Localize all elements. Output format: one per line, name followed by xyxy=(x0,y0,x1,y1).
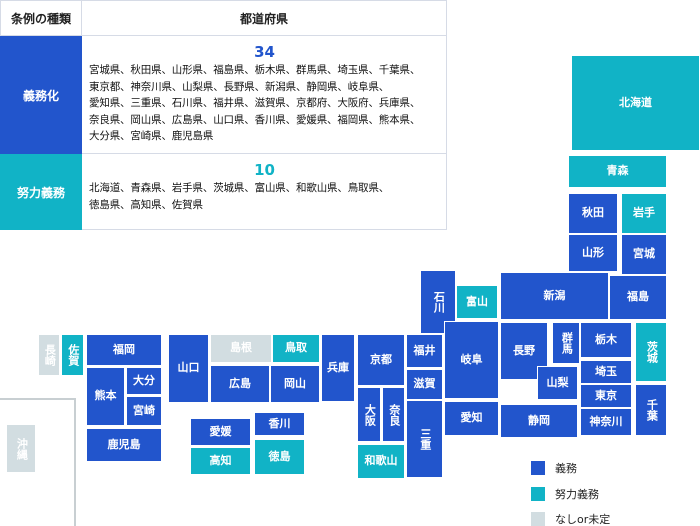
row-mandatory: 34 宮城県、秋田県、山形県、福島県、栃木県、群馬県、埼玉県、千葉県、 東京都、… xyxy=(82,36,447,154)
legend-label-mandatory: 義務 xyxy=(555,462,577,475)
mandatory-prefecture-list: 宮城県、秋田県、山形県、福島県、栃木県、群馬県、埼玉県、千葉県、 東京都、神奈川… xyxy=(89,62,440,145)
pref-saitama: 埼玉 xyxy=(580,360,632,384)
pref-okayama: 岡山 xyxy=(270,365,320,403)
list-line: 大分県、宮崎県、鹿児島県 xyxy=(89,130,214,143)
legend-swatch-mandatory xyxy=(531,461,545,475)
pref-miyazaki: 宮崎 xyxy=(126,396,162,426)
legend-none: なしor未定 xyxy=(531,511,610,526)
pref-wakayama: 和歌山 xyxy=(357,444,405,479)
list-line: 奈良県、岡山県、広島県、山口県、香川県、愛媛県、福岡県、熊本県、 xyxy=(89,113,421,126)
pref-yamanashi: 山梨 xyxy=(537,366,578,400)
pref-osaka: 大阪 xyxy=(357,387,381,442)
legend-swatch-none xyxy=(531,512,545,526)
pref-kagawa: 香川 xyxy=(254,412,305,436)
pref-kagoshima: 鹿児島 xyxy=(86,428,162,462)
legend-mandatory: 義務 xyxy=(531,460,577,476)
okinawa-divider-v xyxy=(74,398,76,526)
pref-saga: 佐賀 xyxy=(61,334,84,376)
header-ordinance-type: 条例の種類 xyxy=(0,0,82,36)
okinawa-divider-h xyxy=(0,398,76,400)
pref-okinawa: 沖縄 xyxy=(6,424,36,473)
legend-effort: 努力義務 xyxy=(531,486,599,502)
pref-shizuoka: 静岡 xyxy=(500,404,578,438)
pref-nagasaki: 長崎 xyxy=(38,334,60,376)
list-line: 徳島県、高知県、佐賀県 xyxy=(89,198,203,211)
row-effort: 10 北海道、青森県、岩手県、茨城県、富山県、和歌山県、鳥取県、 徳島県、高知県… xyxy=(82,154,447,230)
pref-kochi: 高知 xyxy=(190,447,251,475)
list-line: 愛知県、三重県、石川県、福井県、滋賀県、京都府、大阪府、兵庫県、 xyxy=(89,97,421,110)
pref-hyogo: 兵庫 xyxy=(321,334,355,402)
pref-kanagawa: 神奈川 xyxy=(580,408,632,436)
pref-kyoto: 京都 xyxy=(357,334,405,386)
effort-prefecture-list: 北海道、青森県、岩手県、茨城県、富山県、和歌山県、鳥取県、 徳島県、高知県、佐賀… xyxy=(89,180,440,213)
pref-yamagata: 山形 xyxy=(568,234,618,272)
pref-hokkaido: 北海道 xyxy=(571,55,700,151)
pref-tokyo: 東京 xyxy=(580,384,632,408)
pref-mie: 三重 xyxy=(406,400,443,478)
pref-iwate: 岩手 xyxy=(621,193,667,234)
pref-chiba: 千葉 xyxy=(635,384,667,436)
list-line: 北海道、青森県、岩手県、茨城県、富山県、和歌山県、鳥取県、 xyxy=(89,182,390,194)
pref-aichi: 愛知 xyxy=(444,401,499,436)
legend-swatch-effort xyxy=(531,487,545,501)
pref-fukui: 福井 xyxy=(406,334,443,368)
pref-yamaguchi: 山口 xyxy=(168,334,209,403)
pref-miyagi: 宮城 xyxy=(621,234,667,275)
pref-akita: 秋田 xyxy=(568,193,618,234)
pref-shimane: 島根 xyxy=(210,334,272,363)
row-label-effort: 努力義務 xyxy=(0,154,82,230)
pref-tottori: 鳥取 xyxy=(272,334,320,363)
list-line: 宮城県、秋田県、山形県、福島県、栃木県、群馬県、埼玉県、千葉県、 xyxy=(89,64,421,76)
pref-kumamoto: 熊本 xyxy=(86,367,125,426)
pref-gunma: 群馬 xyxy=(552,322,580,364)
pref-hiroshima: 広島 xyxy=(210,365,270,403)
pref-niigata: 新潟 xyxy=(500,272,609,320)
legend-label-effort: 努力義務 xyxy=(555,488,599,501)
pref-tokushima: 徳島 xyxy=(254,439,305,475)
mandatory-count: 34 xyxy=(254,43,275,61)
pref-aomori: 青森 xyxy=(568,155,667,188)
pref-gifu: 岐阜 xyxy=(444,321,499,399)
legend-label-none: なしor未定 xyxy=(555,513,611,526)
pref-toyama: 富山 xyxy=(456,285,498,319)
pref-fukushima: 福島 xyxy=(609,275,667,320)
pref-ibaraki: 茨城 xyxy=(635,322,667,382)
pref-shiga: 滋賀 xyxy=(406,369,443,400)
list-line: 東京都、神奈川県、山梨県、長野県、新潟県、静岡県、岐阜県、 xyxy=(89,80,390,93)
row-label-mandatory: 義務化 xyxy=(0,36,82,154)
pref-nara: 奈良 xyxy=(382,387,405,442)
header-prefectures: 都道府県 xyxy=(82,0,447,36)
pref-ehime: 愛媛 xyxy=(190,418,251,446)
pref-fukuoka: 福岡 xyxy=(86,334,162,366)
effort-count: 10 xyxy=(254,161,275,179)
pref-tochigi: 栃木 xyxy=(580,322,632,358)
pref-oita: 大分 xyxy=(126,367,162,395)
